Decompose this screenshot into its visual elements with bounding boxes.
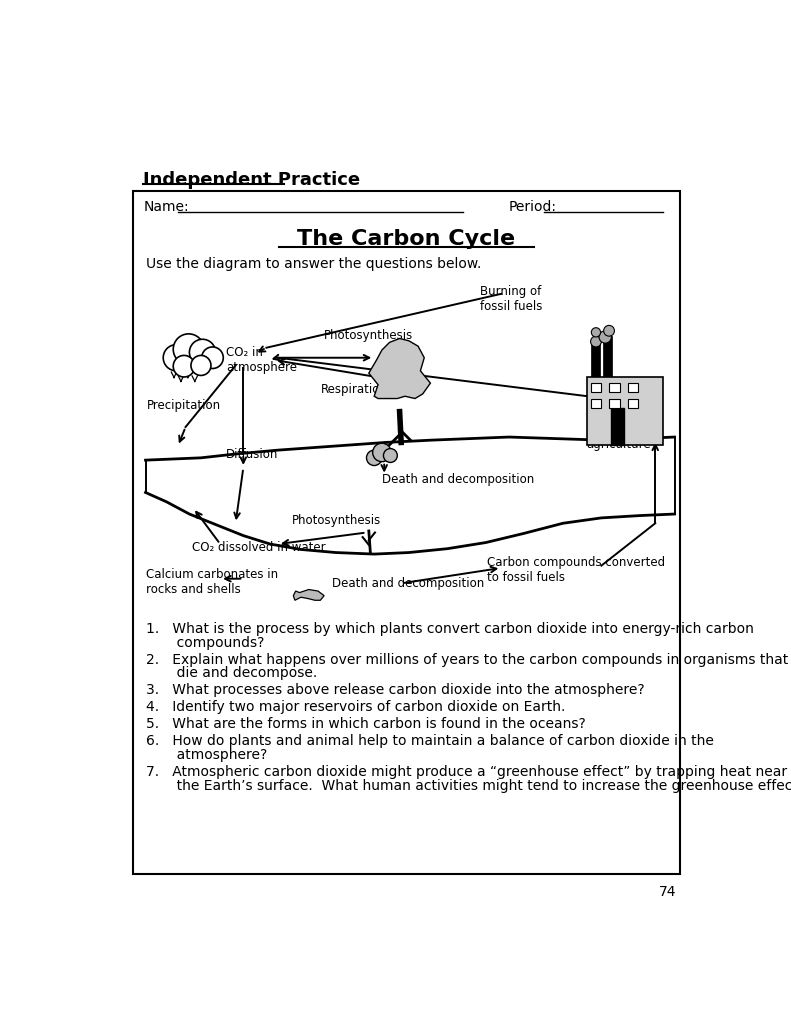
Circle shape [591,336,601,347]
Text: 7.   Atmospheric carbon dioxide might produce a “greenhouse effect” by trapping : 7. Atmospheric carbon dioxide might prod… [146,765,786,779]
Bar [609,383,620,392]
Text: Name:: Name: [143,200,189,214]
Text: 2.   Explain what happens over millions of years to the carbon compounds in orga: 2. Explain what happens over millions of… [146,652,788,667]
Circle shape [173,355,195,377]
Text: Independent Practice: Independent Practice [143,171,361,188]
Bar [591,383,601,392]
Text: Death and decomposition: Death and decomposition [332,578,484,590]
Circle shape [191,355,211,376]
Text: Photosynthesis: Photosynthesis [292,514,381,527]
Text: Use the diagram to answer the questions below.: Use the diagram to answer the questions … [146,257,481,271]
Text: Respiration: Respiration [321,383,388,396]
Text: The Carbon Cycle: The Carbon Cycle [297,229,515,249]
Text: 5.   What are the forms in which carbon is found in the oceans?: 5. What are the forms in which carbon is… [146,718,585,731]
Text: 1.   What is the process by which plants convert carbon dioxide into energy-rich: 1. What is the process by which plants c… [146,622,753,636]
Circle shape [163,345,189,371]
Text: Industry and
agriculture: Industry and agriculture [586,423,660,452]
Bar [627,383,638,392]
Text: Diffusion: Diffusion [225,447,278,461]
Bar [627,398,638,408]
Circle shape [173,334,204,365]
Circle shape [366,451,382,466]
Text: 74: 74 [660,885,677,899]
Text: CO₂ in
atmosphere: CO₂ in atmosphere [226,346,297,374]
Text: Death and decomposition: Death and decomposition [382,473,534,486]
Text: compounds?: compounds? [146,636,264,649]
Circle shape [373,443,391,462]
Bar [133,190,680,874]
Text: 4.   Identify two major reservoirs of carbon dioxide on Earth.: 4. Identify two major reservoirs of carb… [146,700,565,715]
Circle shape [384,449,397,463]
Text: CO₂ dissolved in water: CO₂ dissolved in water [191,541,325,554]
Circle shape [599,331,611,343]
Bar [591,398,601,408]
Bar [588,377,663,444]
Text: Burning of
fossil fuels: Burning of fossil fuels [479,285,542,312]
Text: 6.   How do plants and animal help to maintain a balance of carbon dioxide in th: 6. How do plants and animal help to main… [146,734,713,749]
Circle shape [604,326,615,336]
Text: Period:: Period: [509,200,557,214]
Bar [609,398,620,408]
Text: Calcium carbonates in
rocks and shells: Calcium carbonates in rocks and shells [146,568,278,596]
Circle shape [189,339,216,366]
Polygon shape [369,339,430,398]
Text: Carbon compounds converted
to fossil fuels: Carbon compounds converted to fossil fue… [487,556,665,584]
Text: Photosynthesis: Photosynthesis [324,330,414,342]
Circle shape [592,328,600,337]
Text: the Earth’s surface.  What human activities might tend to increase the greenhous: the Earth’s surface. What human activiti… [146,779,791,793]
Bar [611,408,624,444]
Text: 3.   What processes above release carbon dioxide into the atmosphere?: 3. What processes above release carbon d… [146,683,644,697]
Text: Precipitation: Precipitation [147,398,221,412]
Text: die and decompose.: die and decompose. [146,667,316,681]
Circle shape [202,347,223,369]
Text: atmosphere?: atmosphere? [146,749,267,762]
Polygon shape [293,590,324,600]
